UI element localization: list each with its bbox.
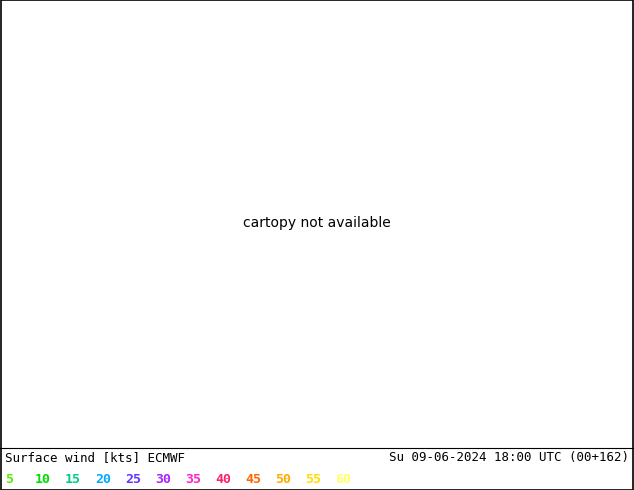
Text: 40: 40 — [215, 473, 231, 487]
Text: Surface wind [kts] ECMWF: Surface wind [kts] ECMWF — [5, 451, 185, 464]
Text: 60: 60 — [335, 473, 351, 487]
Text: 15: 15 — [65, 473, 81, 487]
Text: 5: 5 — [5, 473, 13, 487]
Text: 10: 10 — [35, 473, 51, 487]
Text: 30: 30 — [155, 473, 171, 487]
Text: cartopy not available: cartopy not available — [243, 216, 391, 230]
Text: 45: 45 — [245, 473, 261, 487]
Text: 35: 35 — [185, 473, 201, 487]
Text: 20: 20 — [95, 473, 111, 487]
Text: 50: 50 — [275, 473, 291, 487]
Text: Su 09-06-2024 18:00 UTC (00+162): Su 09-06-2024 18:00 UTC (00+162) — [389, 451, 629, 464]
Text: 55: 55 — [305, 473, 321, 487]
Text: 25: 25 — [125, 473, 141, 487]
